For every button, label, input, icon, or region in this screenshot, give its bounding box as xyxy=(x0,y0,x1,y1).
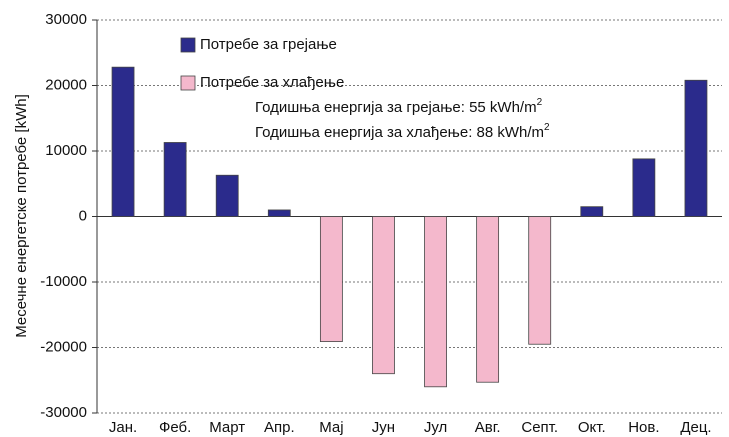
x-tick-label: Дец. xyxy=(680,419,711,436)
bar xyxy=(424,216,447,388)
bar xyxy=(528,216,552,345)
y-axis-label: Месечне енергетске потребе [kWh] xyxy=(13,94,30,338)
annotation-sup: 2 xyxy=(544,122,550,133)
x-tick-label: Септ. xyxy=(521,419,558,436)
annotation: Годишња енергија за грејање: 55 kWh/m2 xyxy=(255,97,543,116)
legend-label: Потребе за хлађење xyxy=(200,74,344,91)
annotation: Годишња енергија за хлађење: 88 kWh/m2 xyxy=(255,122,550,141)
y-tick-label: 30000 xyxy=(45,11,87,28)
bar xyxy=(684,79,708,217)
y-tick-label: 10000 xyxy=(45,142,87,159)
x-tick-label: Феб. xyxy=(159,419,191,436)
x-tick-label: Јан. xyxy=(109,419,137,436)
annotation-sup: 2 xyxy=(537,97,543,108)
legend-label: Потребе за грејање xyxy=(200,36,337,53)
x-tick-label: Нов. xyxy=(628,419,659,436)
x-tick-label: Мај xyxy=(319,419,343,436)
x-tick-label: Јун xyxy=(372,419,395,436)
bar xyxy=(372,216,395,375)
bar xyxy=(319,216,343,343)
y-tick-label: -20000 xyxy=(40,338,87,355)
y-tick-label: -30000 xyxy=(40,404,87,421)
x-tick-label: Јул xyxy=(424,419,447,436)
y-tick-label: 20000 xyxy=(45,76,87,93)
bar xyxy=(215,174,239,217)
bar xyxy=(580,206,604,217)
bar xyxy=(267,209,291,217)
annotation-text: Годишња енергија за грејање: 55 kWh/m xyxy=(255,99,537,116)
y-tick-label: 0 xyxy=(79,207,87,224)
x-tick-label: Март xyxy=(209,419,245,436)
x-tick-label: Окт. xyxy=(578,419,606,436)
bar xyxy=(632,158,656,217)
annotation-text: Годишња енергија за хлађење: 88 kWh/m xyxy=(255,124,544,141)
legend-swatch xyxy=(180,75,196,91)
y-tick-label: -10000 xyxy=(40,273,87,290)
bar xyxy=(111,66,135,217)
legend-swatch xyxy=(180,37,196,53)
x-tick-label: Авг. xyxy=(475,419,501,436)
x-tick-label: Апр. xyxy=(264,419,295,436)
bar xyxy=(476,216,500,383)
bar xyxy=(163,142,187,217)
